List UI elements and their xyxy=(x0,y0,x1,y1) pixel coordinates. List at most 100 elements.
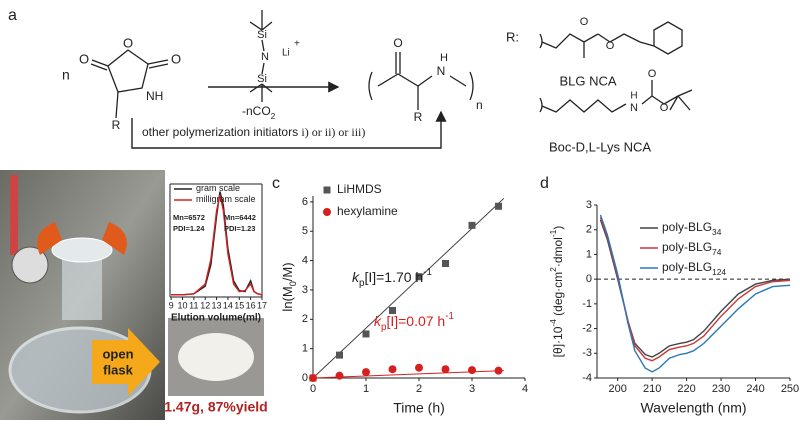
atom: O xyxy=(123,35,133,50)
marker xyxy=(323,186,331,194)
y-tick-label: -2 xyxy=(582,322,592,334)
marker xyxy=(494,366,503,375)
arrow xyxy=(92,328,160,396)
x-tick-label: 16 xyxy=(246,300,256,310)
text-part: i) or ii) or iii) xyxy=(301,125,365,139)
x-axis-label: Wavelength (nm) xyxy=(640,400,746,416)
y-tick-label: 1 xyxy=(302,343,308,355)
charge: + xyxy=(294,39,300,50)
y-tick-label: 2 xyxy=(302,313,308,325)
atom: R xyxy=(414,110,423,124)
x-tick-label: 4 xyxy=(522,383,528,395)
alt-route-arrow xyxy=(131,110,447,149)
y-tick-label: 3 xyxy=(302,284,308,296)
alt-route-label: other polymerization initiators i) or ii… xyxy=(142,125,365,139)
thermometer xyxy=(10,175,18,255)
text-part: p xyxy=(381,322,387,333)
atom: O xyxy=(660,102,669,114)
annotation: PDI=1.24 xyxy=(173,224,205,233)
legend-sub: 34 xyxy=(712,227,722,237)
ring xyxy=(107,49,149,93)
y-tick-label: -4 xyxy=(582,372,592,384)
text-part: k xyxy=(352,269,360,285)
x-tick-label: 13 xyxy=(212,300,222,310)
clamp xyxy=(37,222,127,255)
panel-label: a xyxy=(8,7,17,24)
y-tick-label: -1 xyxy=(582,298,592,310)
legend-label: poly-BLG124 xyxy=(662,260,726,277)
stoichiometry: n xyxy=(476,98,483,112)
atom: Si xyxy=(257,73,267,85)
atom: N xyxy=(261,51,269,63)
marker xyxy=(362,368,370,377)
yield: 1.47g, 87%yield xyxy=(164,399,268,415)
text-part: p xyxy=(359,278,365,289)
panel-label: c xyxy=(272,175,280,192)
x-tick-label: 240 xyxy=(746,383,764,395)
y-axis-label: [θ]·10-4 (deg·cm2·dmol-1) xyxy=(548,226,565,358)
legend-label: LiHMDS xyxy=(337,182,382,196)
y-tick-label: 0 xyxy=(302,372,308,384)
legend-name: hexylamine xyxy=(337,204,398,218)
text-part: 2 xyxy=(548,267,558,272)
monomer: O O O NH R n xyxy=(62,35,181,132)
polymer: O H N R n xyxy=(368,36,483,124)
bonds xyxy=(539,80,693,113)
bonds xyxy=(249,10,273,102)
series-line xyxy=(599,214,791,373)
x-tick-label: 12 xyxy=(200,300,210,310)
benzene xyxy=(639,21,683,55)
marker xyxy=(323,208,331,216)
series-line xyxy=(599,217,791,362)
text-part: /M) xyxy=(280,262,295,281)
text-part: ·dmol xyxy=(551,237,565,267)
text-part: [I]=1.70 h xyxy=(364,269,423,285)
text-part: other polymerization initiators xyxy=(142,125,301,139)
annotation: kp[I]=0.07 h-1 xyxy=(374,311,454,333)
atom: H xyxy=(630,91,637,102)
atom: O xyxy=(393,36,402,50)
atom: R xyxy=(112,118,121,132)
text-part: -1 xyxy=(548,229,558,237)
text-part: [θ]·10 xyxy=(551,326,565,357)
monomer-name: BLG NCA xyxy=(559,73,616,88)
marker xyxy=(468,221,476,229)
annotation: Mn=6572 xyxy=(173,213,205,222)
marker xyxy=(336,351,343,359)
text-part: k xyxy=(374,313,382,329)
annotation: kp[I]=1.70 h-1 xyxy=(352,267,432,289)
x-tick-label: 3 xyxy=(469,383,475,395)
legend-label: milligram scale xyxy=(196,194,256,204)
marker xyxy=(389,306,396,314)
marker xyxy=(335,371,344,380)
x-tick-label: 14 xyxy=(223,300,233,310)
marker xyxy=(309,374,317,382)
text-part: -nCO xyxy=(242,104,271,118)
marker xyxy=(442,260,449,268)
x-tick-label: 17 xyxy=(257,300,267,310)
x-tick-label: 200 xyxy=(608,383,626,395)
x-tick-label: 210 xyxy=(643,383,661,395)
marker xyxy=(388,365,397,374)
x-tick-label: 230 xyxy=(712,383,730,395)
bonds xyxy=(90,59,169,119)
atom: Li xyxy=(282,48,290,59)
legend-name: poly-BLG xyxy=(662,220,712,234)
x-tick-label: 11 xyxy=(189,300,198,310)
legend-sub: 74 xyxy=(712,247,722,257)
x-tick-label: 15 xyxy=(234,300,244,310)
marker xyxy=(468,366,476,375)
text-part: -4 xyxy=(548,319,558,327)
legend-label: poly-BLG34 xyxy=(662,220,722,237)
atom: NH xyxy=(146,89,163,103)
monomer-name: Boc-D,L-Lys NCA xyxy=(549,139,651,154)
annotation: Mn=6442 xyxy=(224,213,256,222)
x-tick-label: 10 xyxy=(177,300,187,310)
atom: O xyxy=(648,68,657,80)
arrow-text: flask xyxy=(103,362,133,377)
y-tick-label: 4 xyxy=(302,254,308,266)
atom: O xyxy=(171,51,181,66)
x-tick-label: 9 xyxy=(169,300,174,310)
x-tick-label: 1 xyxy=(363,383,369,395)
